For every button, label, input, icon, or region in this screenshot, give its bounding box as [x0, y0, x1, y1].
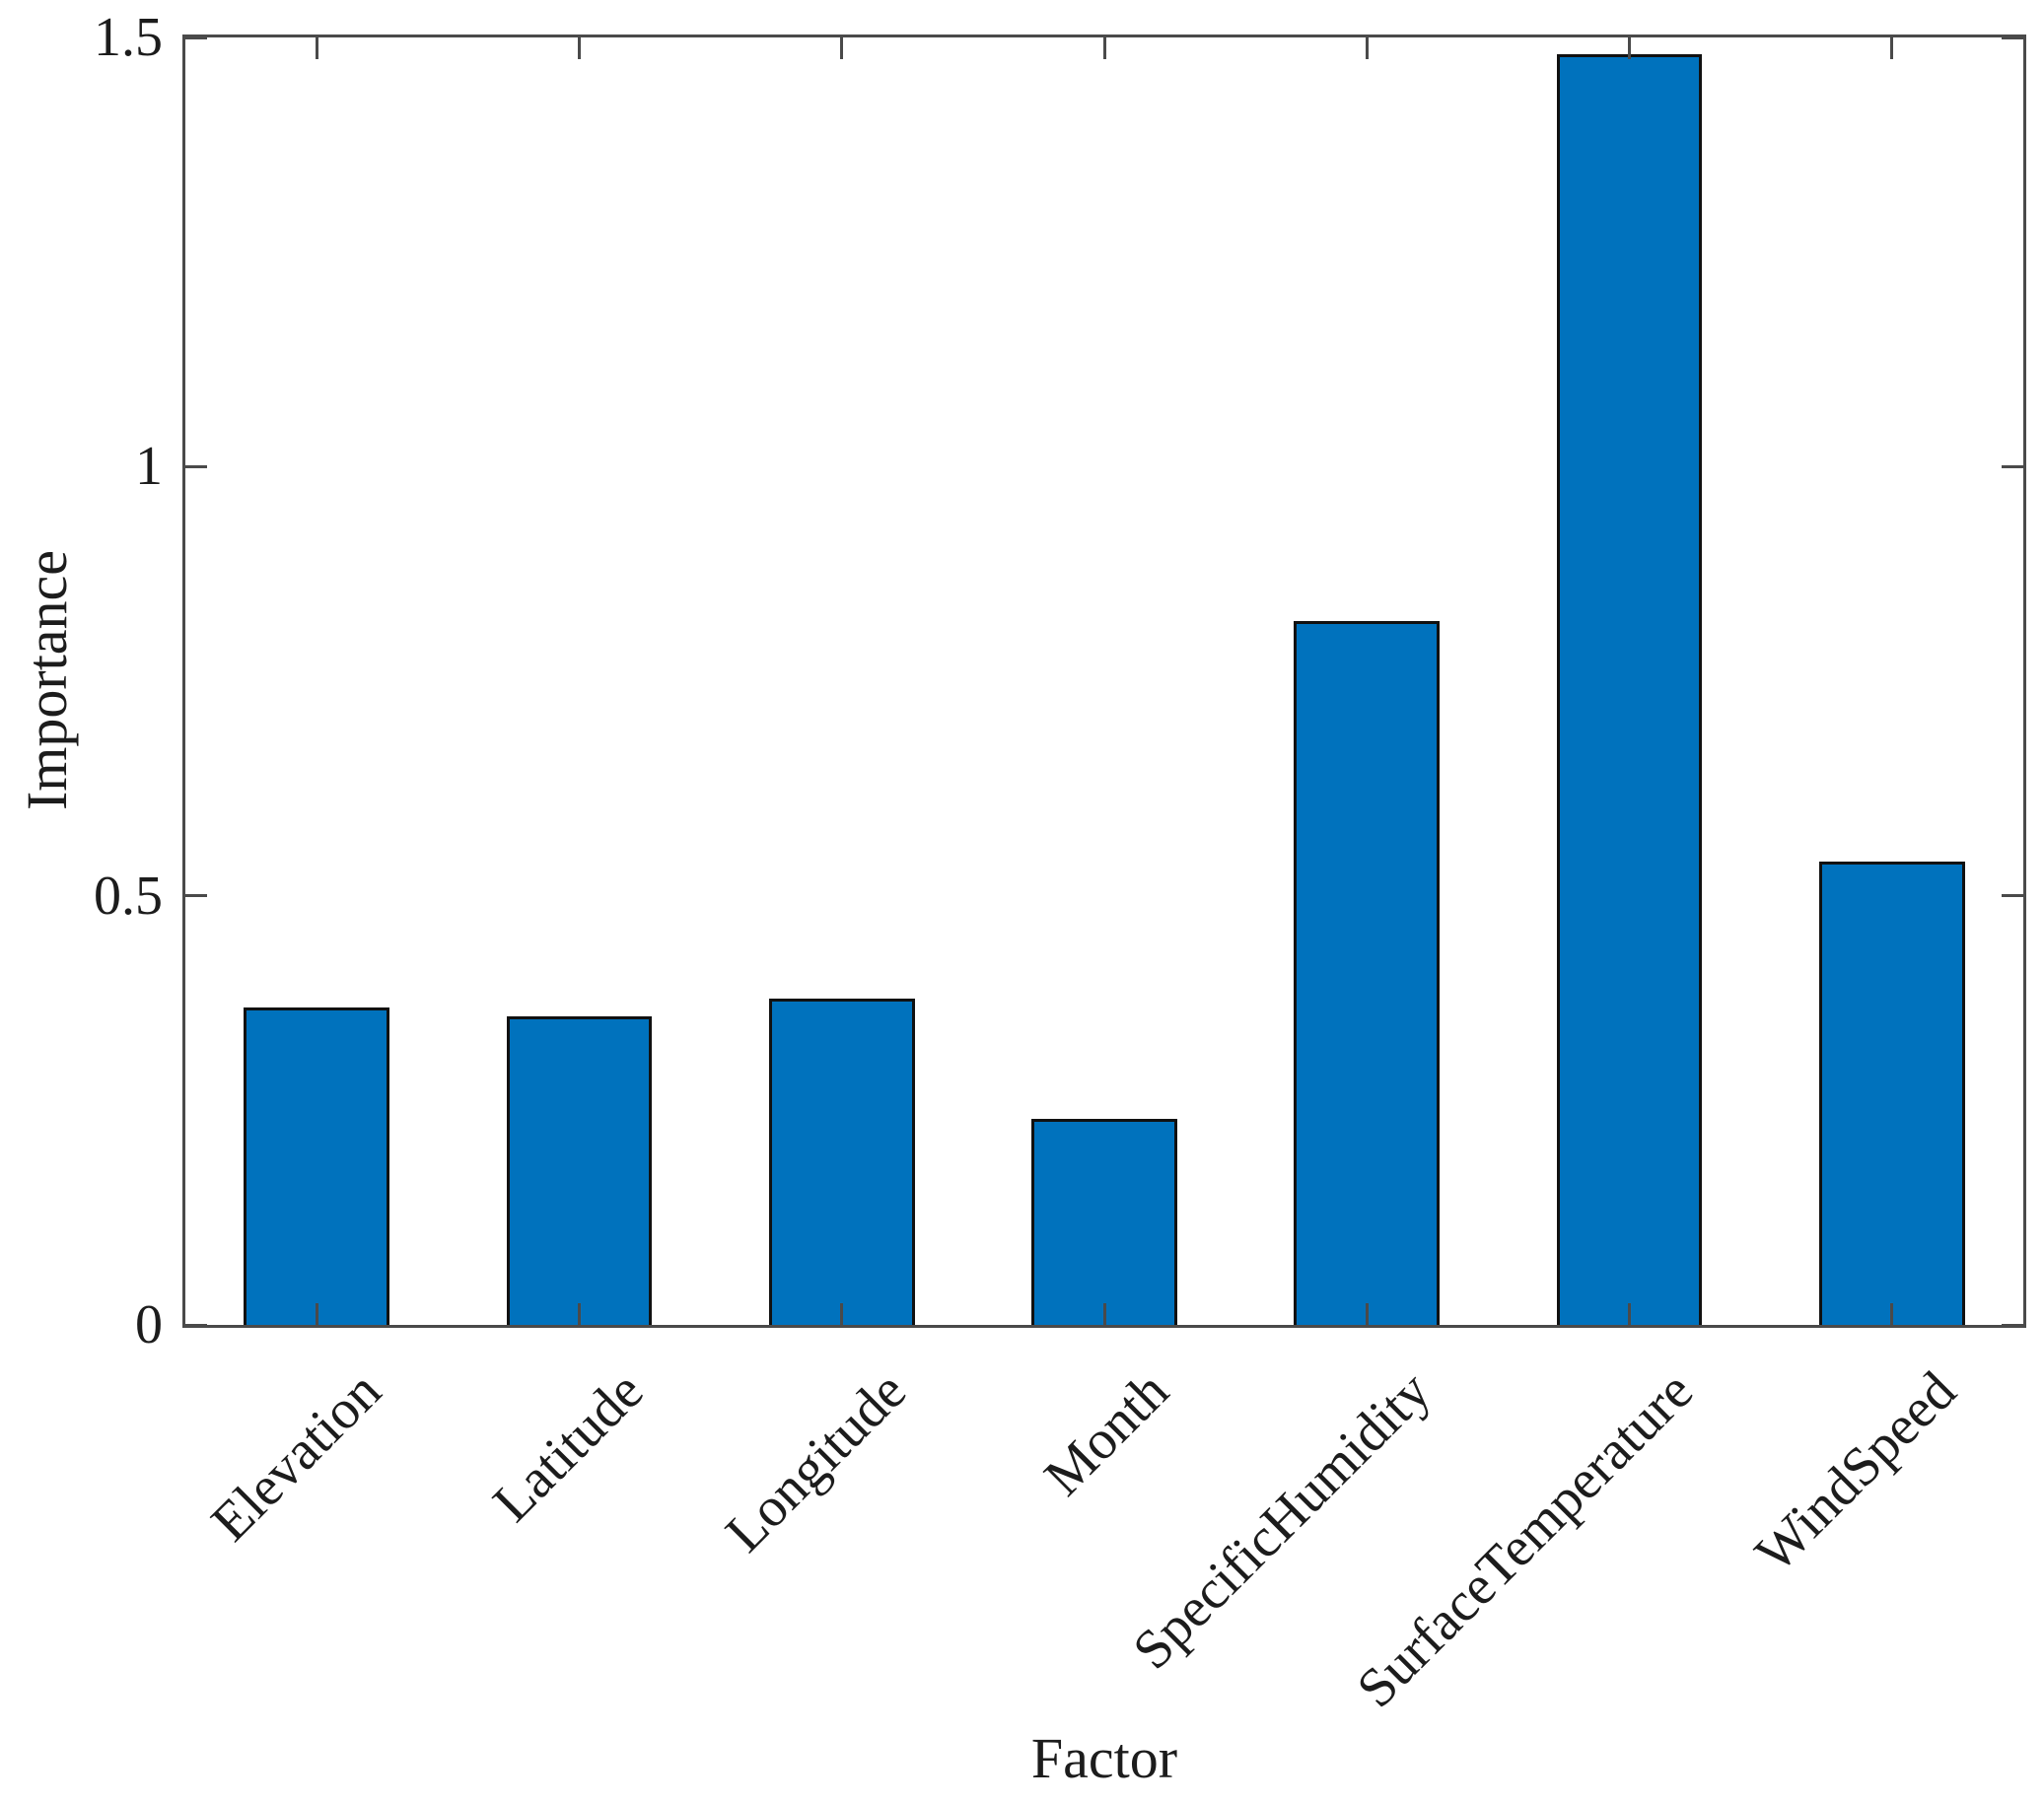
- x-axis-label: Factor: [1030, 1726, 1178, 1790]
- y-axis-label: Importance: [15, 549, 79, 811]
- x-tick-mark: [1365, 37, 1369, 59]
- x-tick-mark: [315, 37, 318, 59]
- y-tick-mark: [2002, 1323, 2023, 1327]
- y-tick-mark: [185, 464, 207, 468]
- y-tick-label: 0: [135, 1294, 163, 1355]
- bar-specifichumidity: [1294, 621, 1441, 1325]
- y-tick-mark: [185, 894, 207, 898]
- x-tick-label: Longitude: [713, 1359, 918, 1564]
- x-tick-mark: [1365, 1303, 1369, 1325]
- x-tick-label: Month: [1032, 1359, 1180, 1508]
- bar-surfacetemperature: [1556, 54, 1703, 1325]
- y-tick-mark: [185, 35, 207, 39]
- x-tick-mark: [1102, 1303, 1106, 1325]
- y-tick-label: 0.5: [94, 865, 163, 927]
- y-tick-mark: [185, 1323, 207, 1327]
- x-tick-mark: [577, 37, 581, 59]
- x-tick-label: Elevation: [199, 1359, 392, 1554]
- bar-elevation: [244, 1007, 390, 1325]
- plot-area: [182, 35, 2026, 1328]
- y-tick-mark: [2002, 894, 2023, 898]
- bar-month: [1031, 1119, 1177, 1325]
- bar-longitude: [768, 999, 915, 1325]
- x-tick-mark: [840, 1303, 844, 1325]
- y-tick-mark: [2002, 35, 2023, 39]
- y-tick-label: 1: [135, 436, 163, 498]
- x-tick-mark: [1628, 1303, 1632, 1325]
- x-tick-mark: [577, 1303, 581, 1325]
- y-tick-mark: [2002, 464, 2023, 468]
- y-tick-label: 1.5: [94, 7, 163, 68]
- x-tick-label: WindSpeed: [1743, 1359, 1968, 1584]
- x-tick-mark: [1890, 1303, 1894, 1325]
- x-tick-mark: [315, 1303, 318, 1325]
- bar-windspeed: [1818, 862, 1965, 1325]
- x-tick-label: Latitude: [481, 1359, 656, 1534]
- x-tick-mark: [1102, 37, 1106, 59]
- bar-latitude: [506, 1016, 653, 1325]
- x-tick-mark: [840, 37, 844, 59]
- x-tick-mark: [1628, 37, 1632, 59]
- x-tick-mark: [1890, 37, 1894, 59]
